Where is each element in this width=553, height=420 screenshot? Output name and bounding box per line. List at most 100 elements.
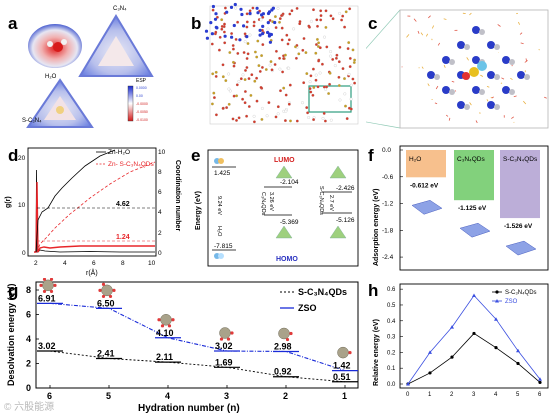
md-atom bbox=[292, 28, 295, 31]
nitrogen-atom bbox=[457, 41, 465, 49]
md-atom bbox=[265, 68, 268, 71]
md-atom bbox=[336, 54, 339, 57]
md-anion bbox=[260, 13, 263, 16]
md-atom bbox=[305, 106, 308, 109]
md-anion bbox=[230, 6, 233, 9]
oxygen-atom bbox=[462, 72, 470, 80]
adsorption-y-tick-label: 0.0 bbox=[382, 147, 391, 154]
md-atom bbox=[242, 74, 245, 77]
annotation-4-62: 4.62 bbox=[116, 201, 130, 208]
desolvation-y-tick-label: 6 bbox=[26, 310, 31, 320]
md-anion bbox=[256, 7, 259, 10]
desolvation-x-tick-label: 2 bbox=[283, 391, 288, 401]
md-atom bbox=[279, 68, 282, 71]
relative-energy-y-tick-label: 0.6 bbox=[387, 287, 396, 293]
esp-figure: H₂O C₃N₄ S-C₃N₄ ESP 0.0000 0.00 -0.0000 … bbox=[0, 0, 185, 135]
desolvation-value-label: 1.42 bbox=[333, 361, 351, 371]
md-atom bbox=[223, 23, 226, 26]
relative-energy-x-tick-label: 3 bbox=[472, 392, 476, 398]
rdf-chart: Zn-H₂O Zn- S-C₃N₄QDs 4.62 1.24 2 4 6 8 1… bbox=[0, 140, 186, 280]
adsorption-value-label: -1.526 eV bbox=[504, 223, 533, 230]
water-molecule-icon bbox=[109, 295, 112, 298]
md-atom bbox=[211, 73, 214, 76]
md-atom bbox=[323, 112, 326, 115]
md-atom bbox=[267, 28, 270, 31]
esp-title: ESP bbox=[136, 78, 147, 84]
md-anion bbox=[269, 41, 272, 44]
md-anion bbox=[225, 11, 228, 14]
md-atom bbox=[253, 25, 256, 28]
md-atom bbox=[253, 115, 256, 118]
relative-energy-x-tick-label: 1 bbox=[428, 392, 432, 398]
relative-energy-x-tick-label: 4 bbox=[494, 392, 498, 398]
md-atom bbox=[282, 57, 285, 60]
md-atom bbox=[284, 119, 287, 122]
md-atom bbox=[343, 26, 346, 29]
md-atom bbox=[232, 61, 235, 64]
md-atom bbox=[253, 21, 256, 24]
zinc-ion bbox=[477, 61, 487, 71]
md-anion bbox=[211, 32, 214, 35]
adsorption-y-tick-label: -1.2 bbox=[382, 201, 394, 208]
md-atom bbox=[319, 46, 322, 49]
md-atom bbox=[294, 46, 297, 49]
carbon-atom bbox=[479, 29, 485, 35]
desolvation-value-label: 2.11 bbox=[156, 352, 173, 362]
md-atom bbox=[260, 19, 263, 22]
md-atom bbox=[282, 87, 285, 90]
desolvation-value-label: 2.41 bbox=[97, 348, 115, 358]
lumo-label: LUMO bbox=[274, 157, 295, 164]
water-molecule-icon bbox=[43, 290, 46, 293]
legend-h-sc3n4: S-C₃N₄QDs bbox=[505, 290, 537, 296]
desolvation-value-label: 4.10 bbox=[156, 328, 174, 338]
md-atom bbox=[227, 73, 230, 76]
md-atom bbox=[247, 42, 250, 45]
md-atom bbox=[306, 72, 309, 75]
rdf-x-label: r(Å) bbox=[86, 268, 98, 277]
md-atom bbox=[241, 98, 244, 101]
md-atom bbox=[312, 8, 315, 11]
md-atom bbox=[270, 60, 273, 63]
md-atom bbox=[347, 41, 350, 44]
md-atom bbox=[325, 10, 328, 13]
md-atom bbox=[338, 12, 341, 15]
md-atom bbox=[246, 57, 249, 60]
carbon-atom bbox=[434, 74, 440, 80]
svg-text:-5.369: -5.369 bbox=[280, 219, 299, 226]
md-anion bbox=[267, 21, 270, 24]
svg-text:8: 8 bbox=[121, 260, 125, 267]
md-atom bbox=[228, 88, 231, 91]
md-atom bbox=[243, 51, 246, 54]
nitrogen-atom bbox=[502, 86, 510, 94]
md-atom bbox=[262, 43, 265, 46]
desolvation-value-label: 3.02 bbox=[215, 341, 233, 351]
svg-text:-2.104: -2.104 bbox=[280, 179, 299, 186]
md-atom bbox=[246, 26, 249, 29]
water-molecule-icon bbox=[50, 290, 53, 293]
svg-text:9.24 eV: 9.24 eV bbox=[216, 196, 222, 215]
carbon-atom bbox=[449, 89, 455, 95]
md-atom bbox=[253, 121, 256, 124]
adsorption-y-tick-label: -0.6 bbox=[382, 174, 394, 181]
water-molecule-icon bbox=[348, 351, 351, 354]
md-atom bbox=[221, 28, 224, 31]
md-atom bbox=[315, 74, 318, 77]
md-atom bbox=[230, 32, 233, 35]
md-atom bbox=[325, 86, 328, 89]
md-atom bbox=[350, 84, 353, 87]
md-atom bbox=[298, 22, 301, 25]
h2o-label: H₂O bbox=[45, 74, 57, 80]
water-molecule-icon bbox=[220, 337, 223, 340]
md-atom bbox=[233, 65, 236, 68]
md-atom bbox=[213, 96, 216, 99]
md-atom bbox=[349, 57, 352, 60]
annotation-1-24: 1.24 bbox=[116, 234, 130, 241]
md-atom bbox=[291, 9, 294, 12]
md-atom bbox=[281, 27, 284, 30]
adsorption-y-tick-label: -2.4 bbox=[382, 254, 394, 261]
md-atom bbox=[279, 17, 282, 20]
md-atom bbox=[334, 64, 337, 67]
nitrogen-atom bbox=[472, 26, 480, 34]
svg-text:8: 8 bbox=[158, 169, 162, 176]
md-atom bbox=[348, 73, 351, 76]
